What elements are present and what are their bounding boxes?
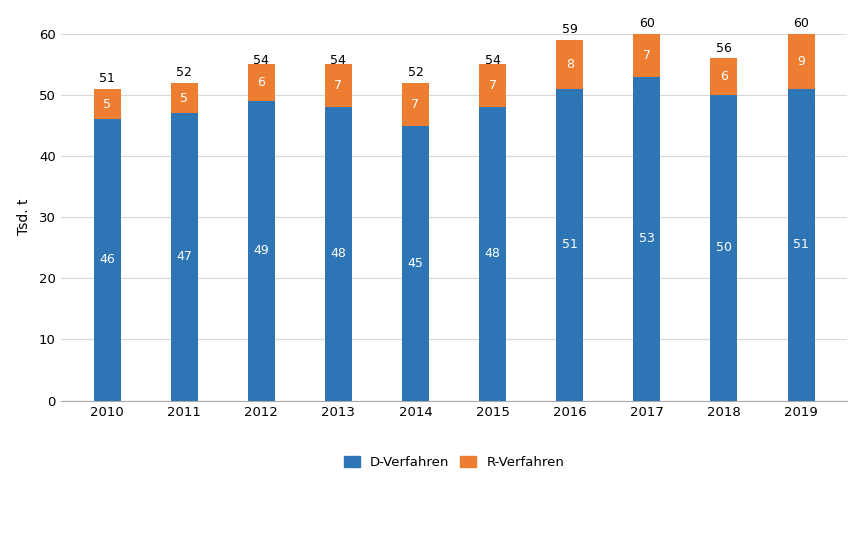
Bar bbox=[633, 77, 660, 400]
Bar bbox=[325, 107, 352, 400]
Text: 49: 49 bbox=[253, 245, 269, 257]
Text: 54: 54 bbox=[253, 54, 270, 67]
Text: 48: 48 bbox=[485, 247, 500, 260]
Bar bbox=[248, 101, 275, 400]
Bar bbox=[788, 89, 815, 400]
Text: 53: 53 bbox=[638, 232, 655, 245]
Bar bbox=[170, 83, 198, 113]
Text: 60: 60 bbox=[638, 17, 655, 30]
Y-axis label: Tsd. t: Tsd. t bbox=[16, 199, 30, 235]
Text: 50: 50 bbox=[716, 241, 732, 254]
Text: 59: 59 bbox=[562, 24, 578, 36]
Bar bbox=[556, 89, 583, 400]
Text: 52: 52 bbox=[408, 66, 423, 79]
Text: 8: 8 bbox=[566, 58, 574, 71]
Bar bbox=[480, 107, 506, 400]
Text: 5: 5 bbox=[180, 91, 188, 104]
Bar bbox=[556, 40, 583, 89]
Text: 6: 6 bbox=[720, 70, 727, 83]
Text: 9: 9 bbox=[797, 55, 805, 68]
Bar bbox=[93, 119, 120, 400]
Bar bbox=[248, 65, 275, 101]
Text: 52: 52 bbox=[176, 66, 192, 79]
Text: 47: 47 bbox=[176, 251, 192, 264]
Text: 7: 7 bbox=[334, 79, 342, 92]
Text: 51: 51 bbox=[793, 238, 809, 251]
Text: 7: 7 bbox=[411, 98, 420, 110]
Legend: D-Verfahren, R-Verfahren: D-Verfahren, R-Verfahren bbox=[339, 451, 569, 475]
Bar bbox=[710, 95, 738, 400]
Text: 60: 60 bbox=[793, 17, 809, 30]
Text: 54: 54 bbox=[485, 54, 500, 67]
Text: 45: 45 bbox=[408, 257, 423, 270]
Text: 5: 5 bbox=[103, 98, 111, 110]
Text: 7: 7 bbox=[643, 49, 651, 62]
Bar bbox=[93, 89, 120, 119]
Text: 54: 54 bbox=[330, 54, 346, 67]
Bar bbox=[402, 83, 429, 125]
Bar bbox=[480, 65, 506, 107]
Text: 6: 6 bbox=[257, 76, 265, 89]
Bar bbox=[402, 125, 429, 400]
Text: 46: 46 bbox=[99, 253, 115, 266]
Bar bbox=[633, 34, 660, 77]
Bar bbox=[325, 65, 352, 107]
Bar bbox=[710, 59, 738, 95]
Bar bbox=[170, 113, 198, 400]
Text: 48: 48 bbox=[330, 247, 346, 260]
Text: 51: 51 bbox=[562, 238, 578, 251]
Text: 7: 7 bbox=[489, 79, 497, 92]
Text: 56: 56 bbox=[716, 42, 732, 55]
Text: 51: 51 bbox=[99, 72, 115, 85]
Bar bbox=[788, 34, 815, 89]
